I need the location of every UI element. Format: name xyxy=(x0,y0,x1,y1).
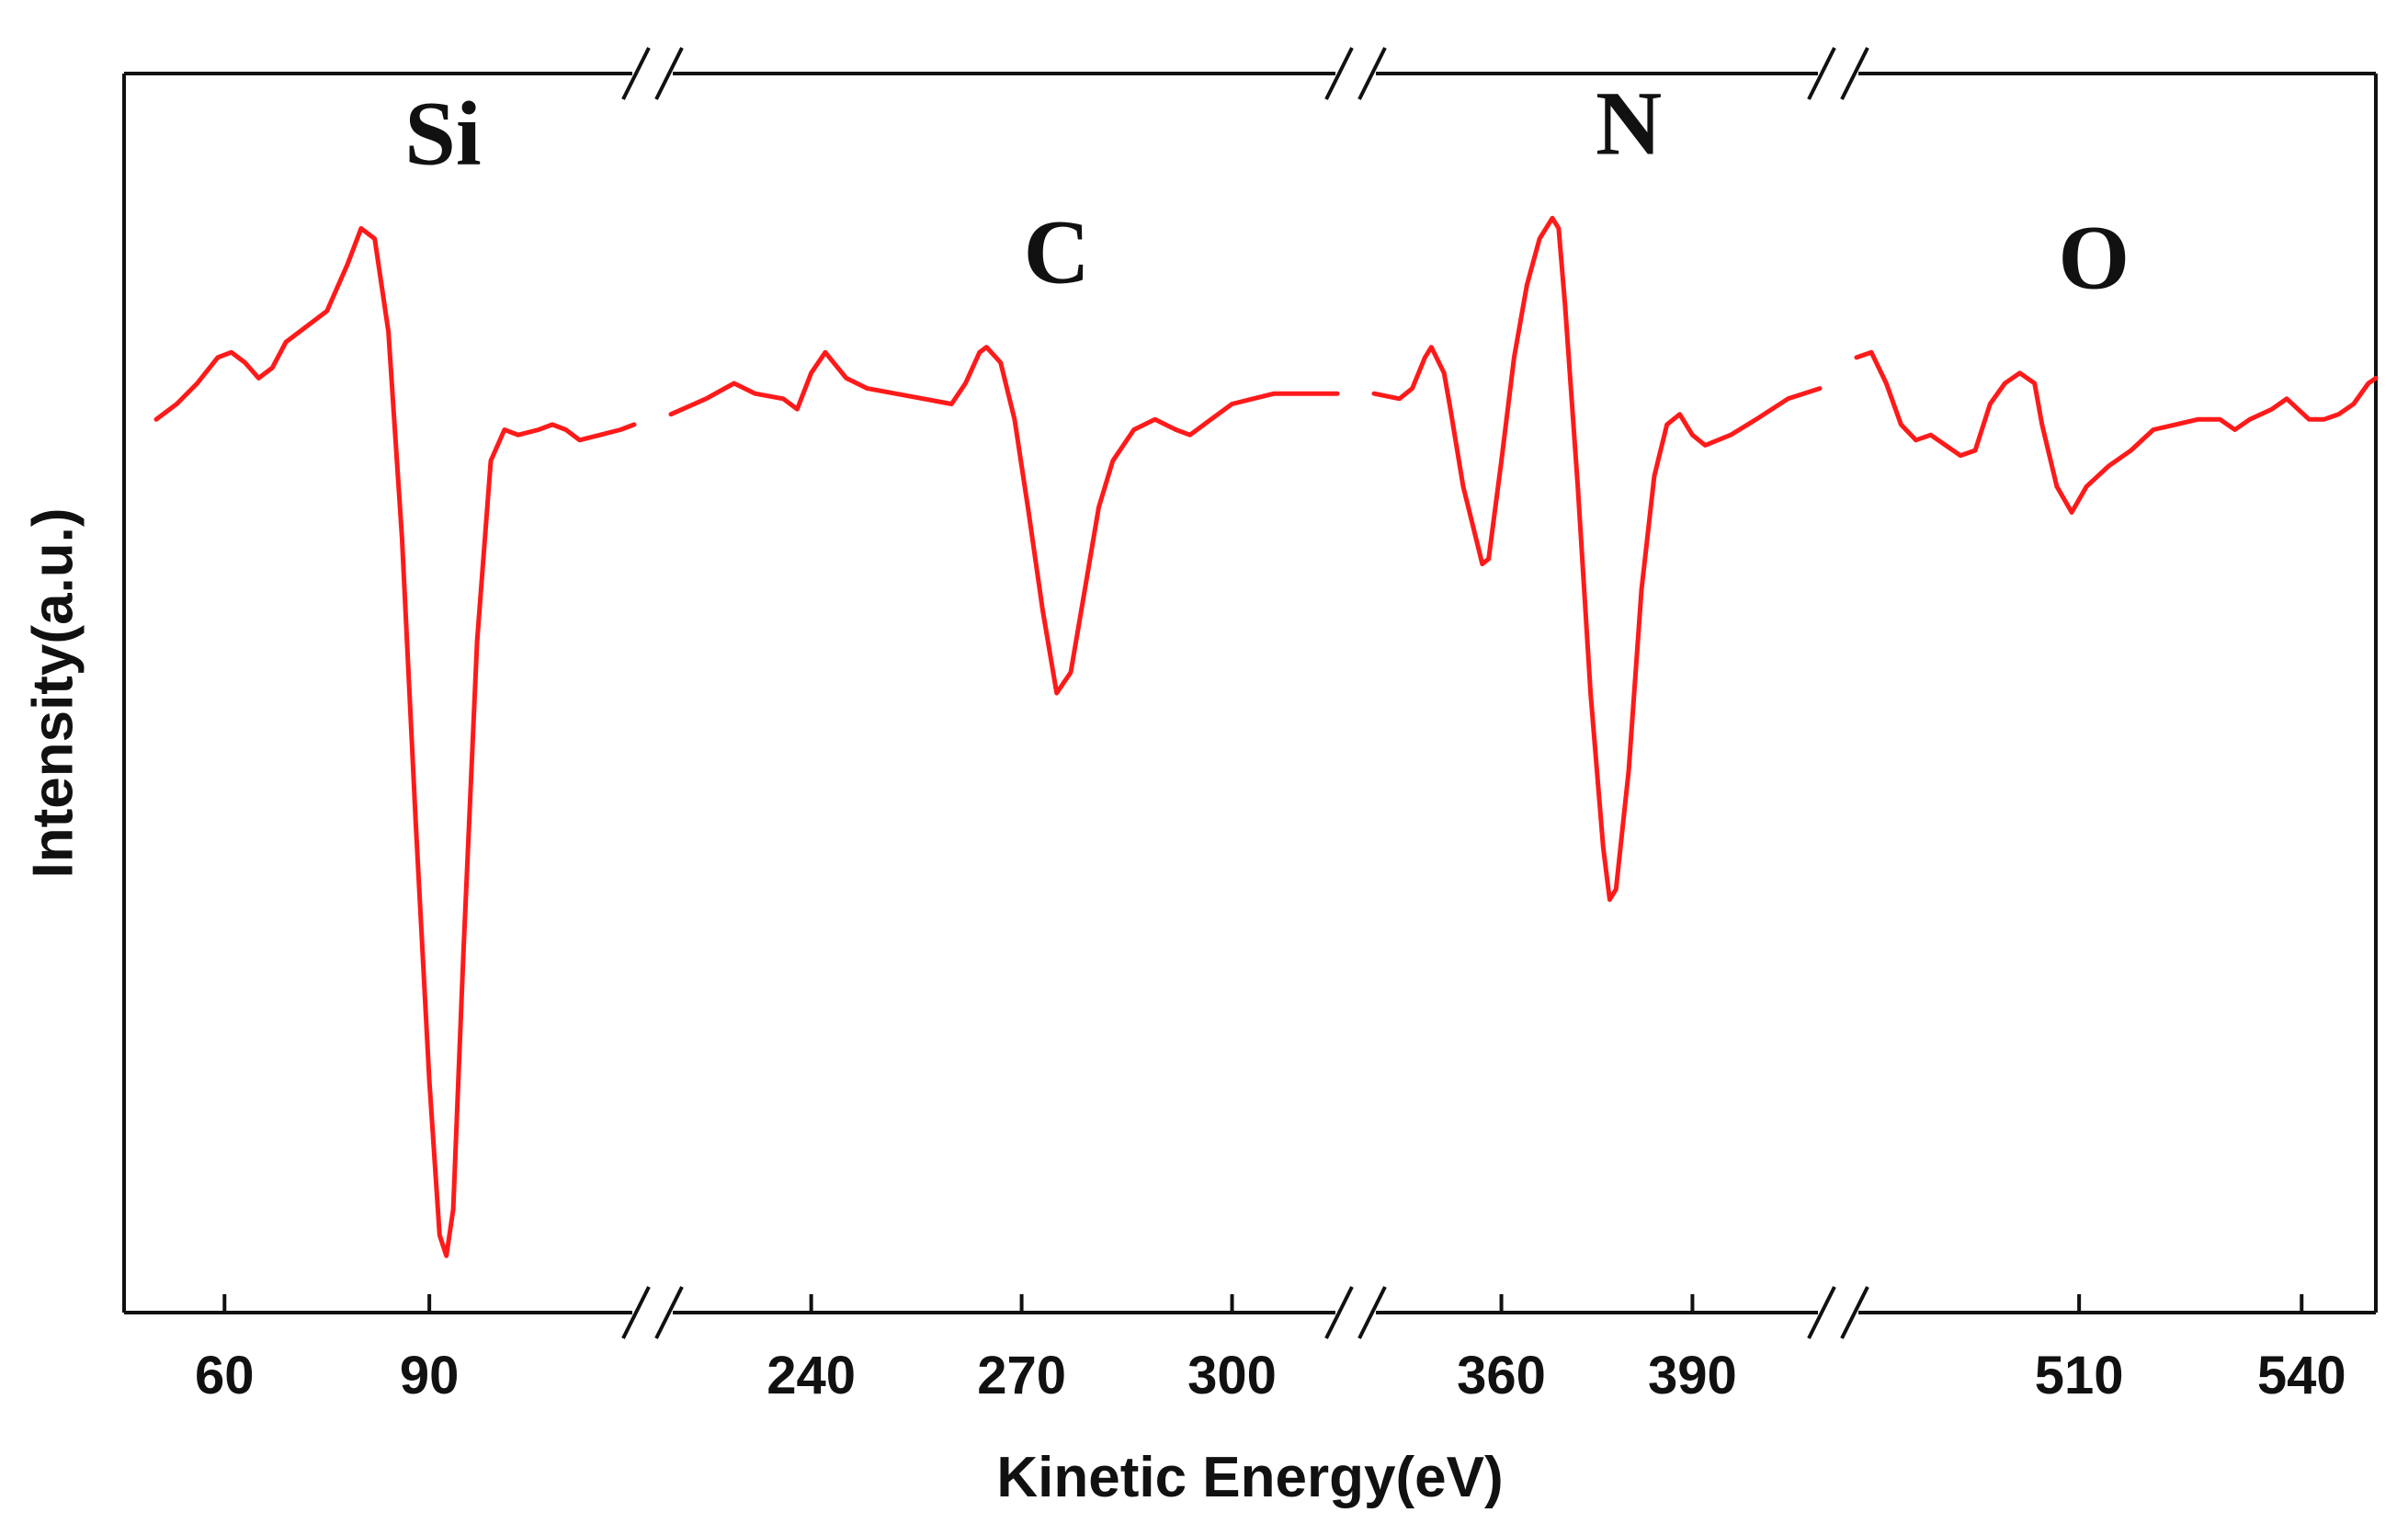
x-tick-label: 90 xyxy=(400,1346,460,1405)
break-slash xyxy=(654,1286,684,1339)
x-tick-label: 60 xyxy=(195,1346,255,1405)
x-ticks: 60 90 240 270 300 360 390 510 540 xyxy=(195,1294,2346,1405)
peak-label-si: Si xyxy=(404,83,481,185)
plot-frame xyxy=(122,72,2378,1314)
peak-label-o: O xyxy=(2058,206,2130,308)
break-slash xyxy=(1357,1286,1387,1339)
x-tick-label: 270 xyxy=(977,1346,1066,1405)
peak-label-n: N xyxy=(1596,72,1662,174)
x-tick-label: 540 xyxy=(2257,1346,2346,1405)
spectrum-line-o xyxy=(1854,349,2379,515)
x-tick-label: 390 xyxy=(1648,1346,1737,1405)
spectrum-traces xyxy=(153,215,2379,1258)
spectrum-line-n xyxy=(1371,215,1823,903)
peak-label-c: C xyxy=(1024,201,1090,303)
break-slash xyxy=(1357,47,1387,100)
break-slash xyxy=(1807,47,1836,100)
break-slash xyxy=(621,47,651,100)
x-axis-title: Kinetic Energy(eV) xyxy=(996,1446,1503,1509)
peak-labels: Si C N O xyxy=(404,72,2130,308)
y-axis-title: Intensity(a.u.) xyxy=(21,507,85,878)
break-slash xyxy=(1840,1286,1869,1339)
axis-break-marks xyxy=(621,47,1869,1339)
break-slash xyxy=(1840,47,1869,100)
break-slash xyxy=(1324,1286,1354,1339)
break-slash xyxy=(654,47,684,100)
x-tick-label: 240 xyxy=(767,1346,856,1405)
spectrum-line-c xyxy=(668,345,1340,696)
x-tick-label: 300 xyxy=(1187,1346,1277,1405)
break-slash xyxy=(621,1286,651,1339)
break-slash xyxy=(1324,47,1354,100)
break-slash xyxy=(1807,1286,1836,1339)
x-tick-label: 360 xyxy=(1457,1346,1546,1405)
x-tick-label: 510 xyxy=(2035,1346,2124,1405)
spectrum-line-si xyxy=(153,226,637,1258)
